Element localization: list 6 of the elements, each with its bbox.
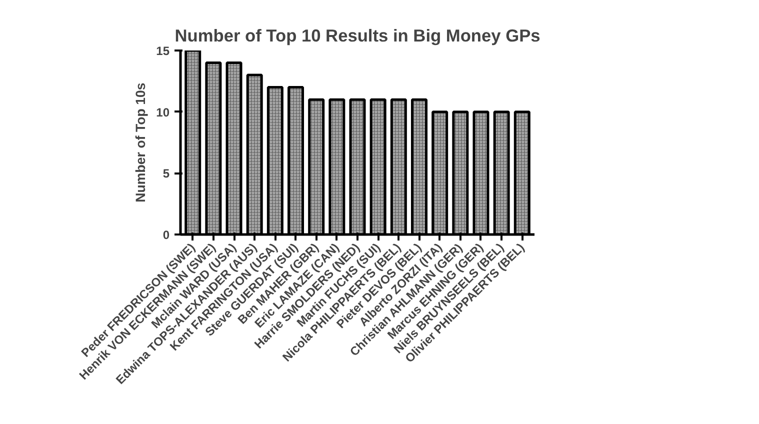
y-tick-label: 10 — [156, 105, 170, 120]
chart-title: Number of Top 10 Results in Big Money GPs — [174, 26, 540, 46]
y-axis-title: Number of Top 10s — [133, 82, 148, 202]
y-tick-label: 0 — [162, 228, 170, 242]
y-tick-label: 5 — [162, 166, 170, 181]
y-tick-label: 15 — [156, 44, 170, 58]
